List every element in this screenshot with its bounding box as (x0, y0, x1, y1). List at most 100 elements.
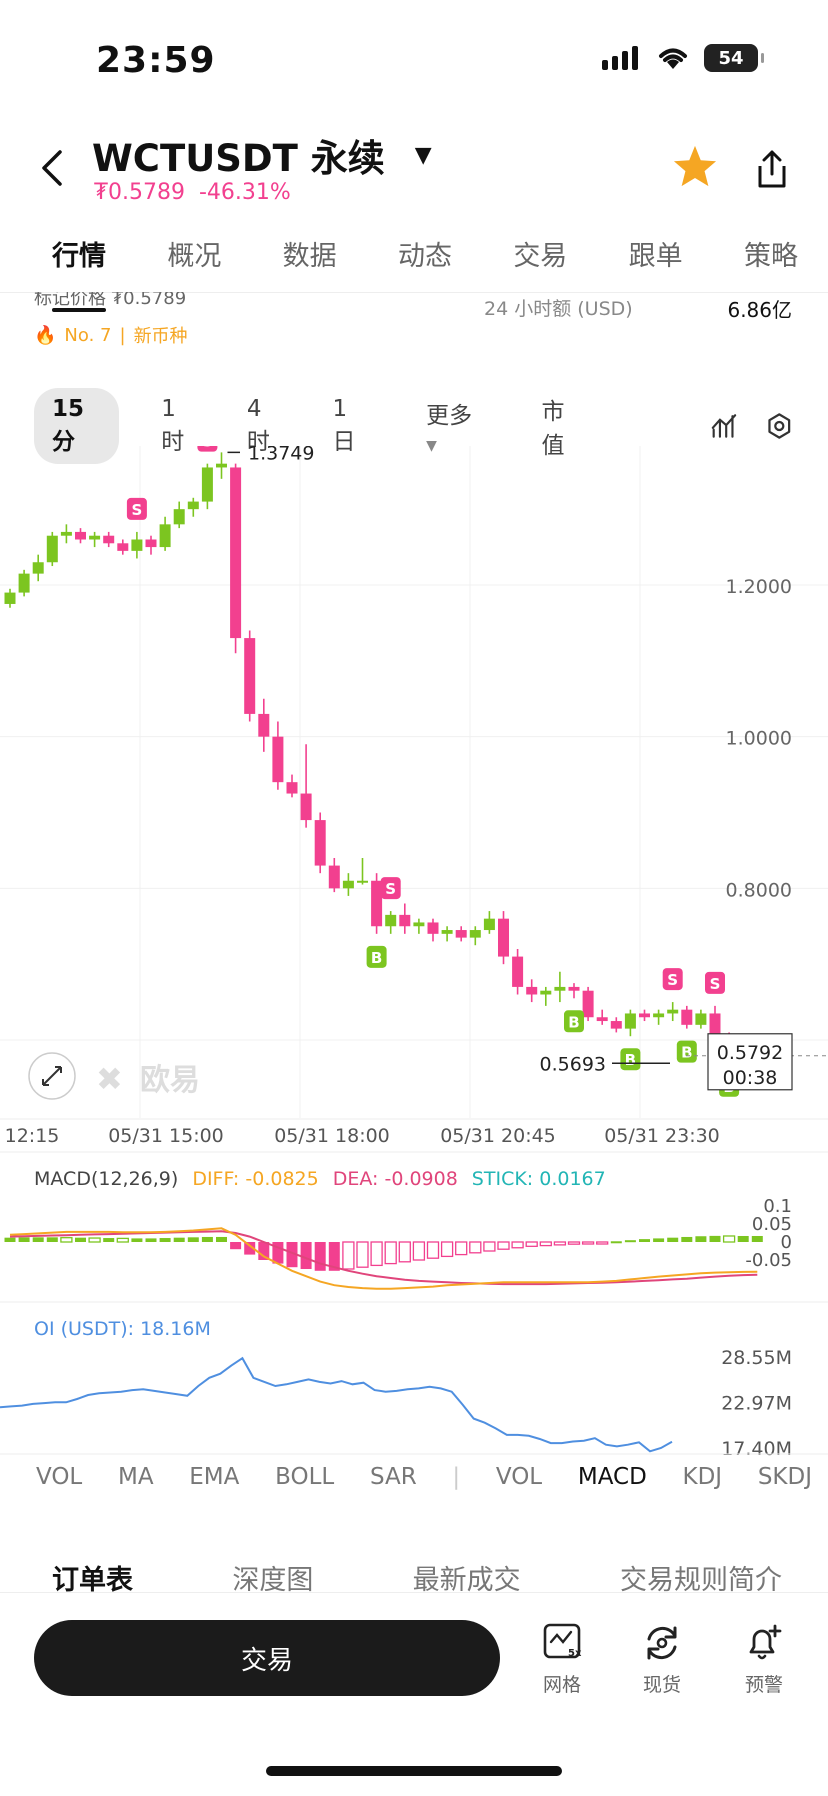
time-tick: 05/31 20:45 (440, 1125, 556, 1147)
macd-diff-line (9, 1227, 758, 1290)
price-chart[interactable]: 1.20001.00000.80000.6000✖欧易SSSBSBBSBSB1.… (0, 446, 828, 1456)
alert-button[interactable]: 预警 (724, 1622, 804, 1697)
ind-boll[interactable]: BOLL (275, 1464, 335, 1490)
macd-bar (667, 1237, 679, 1242)
macd-bar (497, 1241, 510, 1250)
tab-market[interactable]: 行情 (52, 234, 106, 312)
macd-bar (244, 1242, 256, 1255)
candle (103, 535, 115, 544)
candle (709, 1013, 721, 1037)
candle (342, 880, 354, 889)
macd-tick: 0.05 (752, 1214, 792, 1235)
signal-icon (602, 46, 638, 70)
ind-skdj[interactable]: SKDJ (757, 1464, 812, 1490)
spot-button[interactable]: 现货 (622, 1622, 702, 1697)
candle (371, 880, 383, 927)
time-tick: 05/31 15:00 (108, 1125, 224, 1147)
tab-copy[interactable]: 跟单 (628, 241, 683, 272)
oi-line (0, 1356, 673, 1453)
macd-bar (639, 1239, 650, 1242)
bottom-tabs: 订单表 深度图 最新成交 交易规则简介 (0, 1558, 828, 1597)
grid-button[interactable]: 5x 网格 (522, 1622, 602, 1697)
macd-bar (272, 1242, 284, 1264)
macd-bar (18, 1237, 30, 1242)
signal-marker (366, 945, 387, 968)
macd-bar (46, 1237, 58, 1242)
macd-bar (751, 1235, 763, 1242)
back-button[interactable] (40, 148, 64, 188)
macd-bar (131, 1238, 143, 1242)
macd-bar (300, 1242, 312, 1269)
tab-rules[interactable]: 交易规则简介 (619, 1565, 782, 1596)
pair-selector[interactable]: WCTUSDT 永续 ▼ (92, 128, 432, 182)
price-line: ₮0.5789 -46.31% (94, 180, 291, 205)
macd-bar (596, 1241, 609, 1245)
candle (498, 918, 509, 957)
candle (18, 573, 30, 593)
ind-sar[interactable]: SAR (369, 1464, 417, 1490)
timeframe-1h[interactable]: 1时 (161, 396, 185, 455)
timeframe-marketcap[interactable]: 市值 (541, 399, 565, 459)
signal-label: B (681, 1044, 692, 1062)
ind-macd[interactable]: MACD (577, 1464, 647, 1490)
oi-tick: 17.40M (721, 1438, 792, 1456)
tab-overview[interactable]: 概况 (167, 241, 222, 272)
candle (483, 918, 495, 931)
ind-vol[interactable]: VOL (36, 1464, 83, 1490)
signal-label: B (371, 949, 382, 967)
candle (32, 562, 44, 574)
tab-data[interactable]: 数据 (282, 241, 337, 272)
home-indicator (266, 1766, 562, 1776)
candle (441, 930, 453, 934)
macd-bar (469, 1241, 482, 1254)
expand-arrows (42, 1066, 62, 1086)
candle (385, 914, 397, 927)
macd-bar (709, 1235, 721, 1242)
tab-trade[interactable]: 交易 (513, 241, 568, 272)
ind-ema[interactable]: EMA (189, 1464, 240, 1490)
timeframe-15m[interactable]: 15分 (34, 388, 120, 464)
settings-icon[interactable] (765, 410, 794, 442)
macd-bar (103, 1238, 115, 1242)
low-label: 0.5693 (540, 1053, 606, 1075)
high-label: 1.3749 (248, 446, 314, 464)
tab-orderbook[interactable]: 订单表 (52, 1565, 133, 1596)
signal-label: S (667, 971, 678, 989)
timeframe-1d[interactable]: 1日 (332, 396, 356, 455)
macd-bar (455, 1241, 468, 1256)
ind-vol-sub[interactable]: VOL (495, 1464, 543, 1490)
candle (300, 793, 312, 821)
chevron-down-icon: ▼ (426, 438, 437, 454)
ind-ma[interactable]: MA (117, 1464, 154, 1490)
timeframe-4h[interactable]: 4时 (246, 396, 270, 455)
candle (540, 990, 552, 995)
watermark-text: 欧易 (140, 1063, 200, 1098)
share-icon[interactable] (752, 148, 792, 190)
indicator-icon[interactable] (711, 411, 738, 441)
candle (258, 713, 270, 737)
ind-kdj[interactable]: KDJ (682, 1464, 723, 1490)
tab-latest-trades[interactable]: 最新成交 (412, 1565, 521, 1596)
oi-tick: 28.55M (721, 1347, 792, 1369)
favorite-star-icon[interactable] (672, 144, 718, 188)
price-tick: 1.2000 (726, 576, 792, 598)
tab-news[interactable]: 动态 (397, 241, 452, 272)
tab-strategy[interactable]: 策略 (743, 241, 798, 272)
macd-bar (116, 1237, 129, 1243)
macd-bar (356, 1241, 369, 1268)
macd-bar (581, 1241, 595, 1245)
signal-label: B (625, 1051, 636, 1069)
trade-button[interactable]: 交易 (34, 1620, 500, 1696)
candle (512, 956, 524, 987)
main-tabs: 行情 概况 数据 动态 交易 跟单 策略 (0, 234, 828, 312)
pair-name: WCTUSDT 永续 (92, 137, 385, 180)
timeframe-more[interactable]: 更多 ▼ (426, 396, 483, 456)
candle (653, 1013, 665, 1018)
macd-bar (426, 1241, 440, 1259)
tab-depth[interactable]: 深度图 (232, 1565, 314, 1596)
chevron-down-icon: ▼ (414, 142, 432, 168)
candle (314, 820, 326, 866)
candle (624, 1013, 636, 1029)
rank-value: No. 7 (64, 324, 112, 346)
candle (117, 543, 129, 551)
